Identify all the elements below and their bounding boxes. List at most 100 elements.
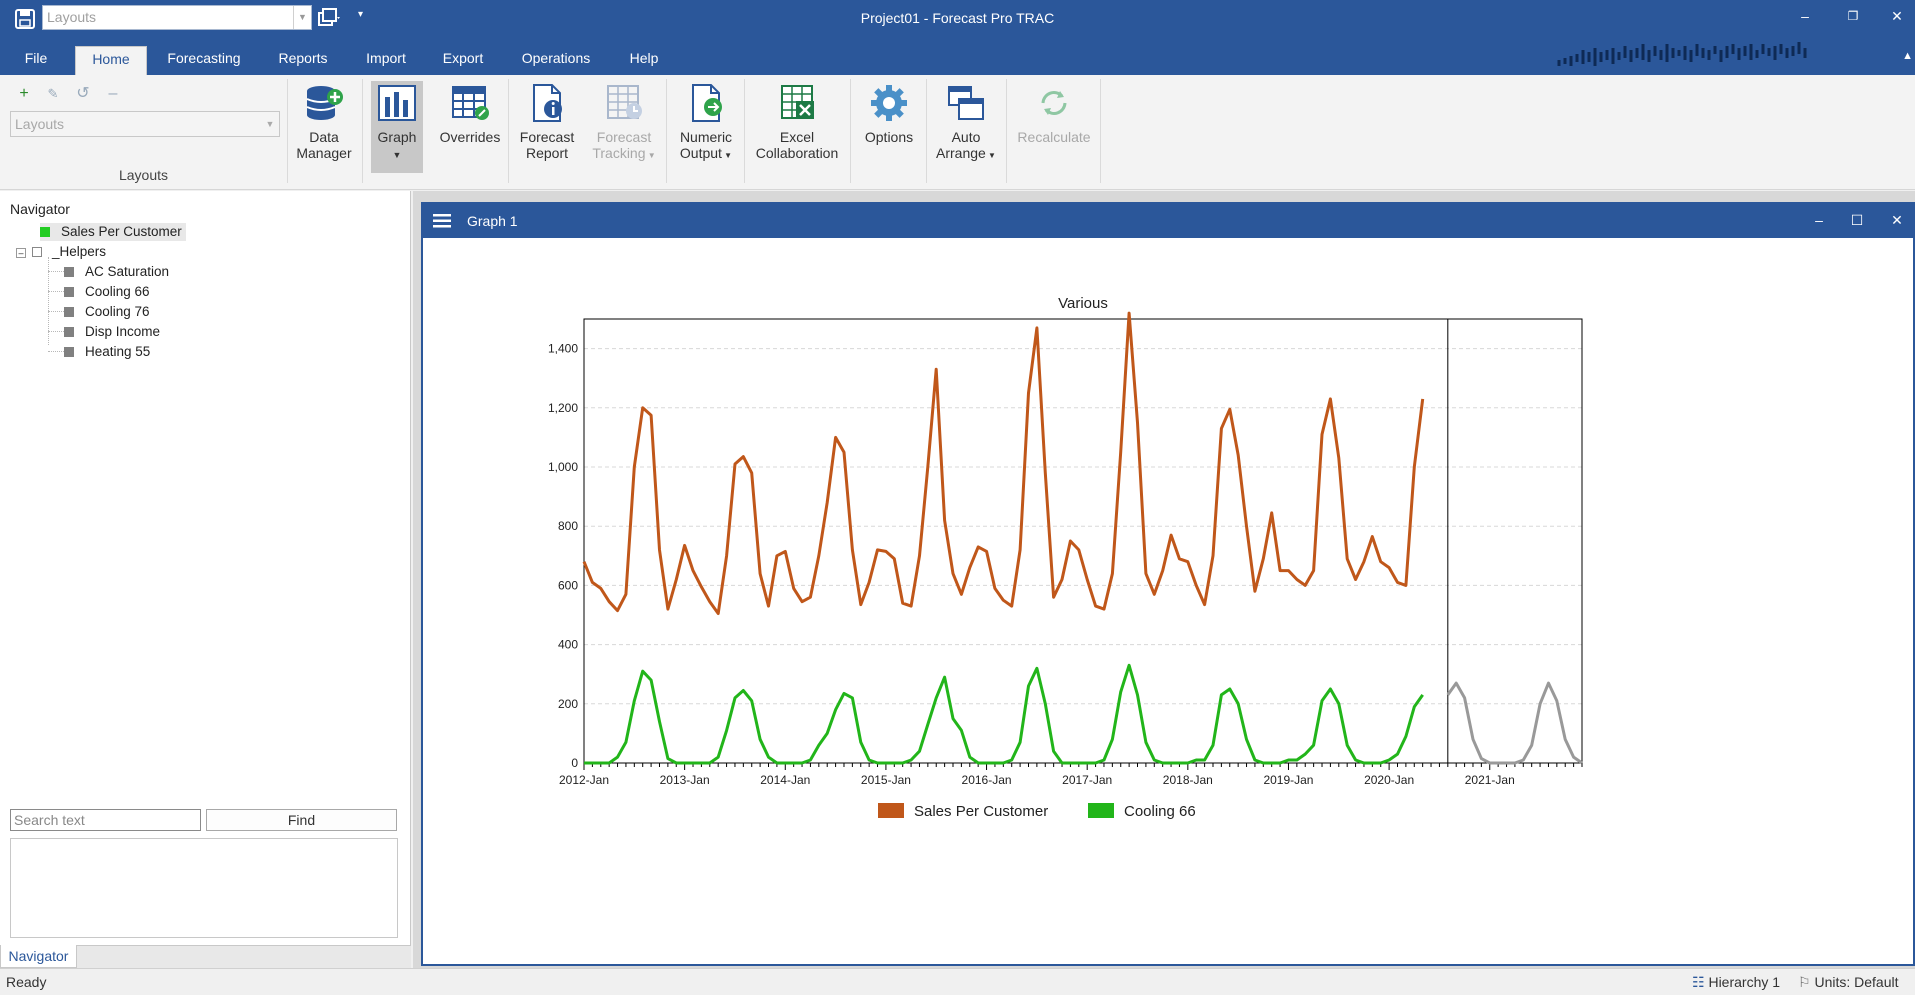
status-bar: Ready ☷ Hierarchy 1 ⚐ Units: Default <box>0 968 1915 995</box>
graph-icon <box>378 85 416 121</box>
tree-item-cooling-66[interactable]: Cooling 66 <box>48 283 150 301</box>
tree-item-disp-income[interactable]: Disp Income <box>48 323 160 341</box>
folder-icon <box>32 247 42 257</box>
x-tick-label: 2017-Jan <box>1062 773 1112 787</box>
tab-forecasting[interactable]: Forecasting <box>167 50 241 66</box>
data-manager-button[interactable]: Data Manager <box>290 81 358 173</box>
tab-export[interactable]: Export <box>442 50 484 66</box>
graph-close-button[interactable]: ✕ <box>1891 212 1903 228</box>
layouts-combo[interactable]: Layouts ▼ <box>10 111 280 137</box>
series-icon <box>64 287 74 297</box>
tab-operations[interactable]: Operations <box>521 50 591 66</box>
restore-button[interactable]: ❐ <box>1847 9 1859 23</box>
gear-icon <box>871 85 907 121</box>
close-button[interactable]: ✕ <box>1891 8 1903 24</box>
overrides-button[interactable]: Overrides <box>436 81 504 173</box>
x-axis: 2012-Jan 2013-Jan 2014-Jan 2015-Jan 2016-Jan… <box>559 763 1583 787</box>
recalculate-button[interactable]: Recalculate <box>1012 81 1096 173</box>
layouts-quick-combo[interactable]: Layouts ▼ <box>42 5 312 30</box>
status-ready: Ready <box>6 974 47 990</box>
chevron-down-icon[interactable]: ▼ <box>293 6 311 29</box>
options-label: Options <box>864 129 914 145</box>
hierarchy-label: Hierarchy 1 <box>1708 974 1781 990</box>
graph-window-titlebar[interactable]: Graph 1 – ☐ ✕ <box>423 204 1913 238</box>
graph-label: Graph <box>377 129 417 145</box>
tree-item-sales-per-customer[interactable]: Sales Per Customer <box>40 223 186 241</box>
group-separator <box>744 79 745 183</box>
hierarchy-status[interactable]: ☷ Hierarchy 1 <box>1692 969 1780 995</box>
add-icon[interactable]: + <box>19 85 29 102</box>
tab-help[interactable]: Help <box>629 50 659 66</box>
hierarchy-icon: ☷ <box>1692 974 1709 990</box>
overrides-label: Overrides <box>439 129 501 145</box>
collapse-ribbon-icon[interactable]: ▲ <box>1902 50 1913 62</box>
series-line-2 <box>1446 681 1583 765</box>
series-color-swatch <box>40 227 50 237</box>
forecast-report-button[interactable]: Forecast Report <box>514 81 580 173</box>
graph-button[interactable]: Graph ▼ <box>371 81 423 173</box>
tab-navigator[interactable]: Navigator <box>0 945 77 968</box>
tree-item-label: Sales Per Customer <box>61 224 182 239</box>
customize-quick-access-icon[interactable]: ▾ <box>358 9 364 20</box>
forecast-tracking-label-1: Forecast <box>596 129 652 145</box>
chevron-down-icon: ▼ <box>985 151 996 160</box>
tree-item-label: Heating 55 <box>85 344 151 359</box>
y-tick-label: 1,200 <box>548 401 578 415</box>
edit-pencil-icon[interactable]: ✎ <box>47 86 59 101</box>
y-tick-label: 0 <box>571 756 578 770</box>
chevron-down-icon: ▼ <box>645 151 656 160</box>
chevron-down-icon[interactable]: ▼ <box>265 119 275 129</box>
find-button[interactable]: Find <box>206 809 397 831</box>
numeric-output-label-2: Output <box>679 145 722 161</box>
graph-maximize-button[interactable]: ☐ <box>1850 212 1864 228</box>
y-tick-label: 600 <box>558 578 578 592</box>
save-icon[interactable] <box>14 8 36 30</box>
tab-file[interactable]: File <box>24 50 48 66</box>
tab-home[interactable]: Home <box>75 46 147 75</box>
x-tick-label: 2015-Jan <box>861 773 911 787</box>
x-tick-label: 2013-Jan <box>660 773 710 787</box>
undo-icon[interactable]: ↺ <box>76 85 90 102</box>
search-input[interactable]: Search text <box>10 809 201 831</box>
legend-swatch <box>1088 803 1114 818</box>
forecast-report-label-1: Forecast <box>519 129 575 145</box>
auto-arrange-button[interactable]: Auto Arrange ▼ <box>932 81 1000 173</box>
graph-minimize-button[interactable]: – <box>1815 212 1823 228</box>
minimize-button[interactable]: – <box>1801 8 1809 24</box>
tree-item-label: Cooling 76 <box>85 304 150 319</box>
tree-item-helpers[interactable]: – _Helpers <box>16 243 106 261</box>
window-layout-icon[interactable] <box>318 8 340 28</box>
tree-item-label: Cooling 66 <box>85 284 150 299</box>
y-tick-label: 200 <box>558 697 578 711</box>
y-tick-label: 800 <box>558 519 578 533</box>
x-tick-label: 2014-Jan <box>760 773 810 787</box>
excel-collaboration-button[interactable]: Excel Collaboration <box>748 81 846 173</box>
group-separator <box>850 79 851 183</box>
group-separator <box>508 79 509 183</box>
group-separator <box>362 79 363 183</box>
tab-import[interactable]: Import <box>366 50 406 66</box>
forecast-tracking-button[interactable]: Forecast Tracking ▼ <box>586 81 662 173</box>
series-icon <box>64 347 74 357</box>
graph-window: Graph 1 – ☐ ✕ 0 200 400 600 800 1,000 1,200 1,4… <box>421 202 1915 966</box>
y-axis: 0 200 400 600 800 1,000 1,200 1,400 <box>548 342 578 770</box>
graph-window-title: Graph 1 <box>467 213 518 229</box>
mdi-workspace: Graph 1 – ☐ ✕ 0 200 400 600 800 1,000 1,200 1,4… <box>413 191 1915 968</box>
arrange-icon <box>948 86 984 120</box>
notes-pane[interactable] <box>10 838 398 938</box>
tree-item-ac-saturation[interactable]: AC Saturation <box>48 263 169 281</box>
group-separator <box>287 79 288 183</box>
options-button[interactable]: Options <box>856 81 922 173</box>
tab-reports[interactable]: Reports <box>278 50 328 66</box>
hamburger-menu-icon[interactable] <box>433 213 451 229</box>
ribbon: + ✎ ↺ – Layouts ▼ Layouts Data Manager G… <box>0 75 1915 190</box>
tree-item-cooling-76[interactable]: Cooling 76 <box>48 303 150 321</box>
tree-item-heating-55[interactable]: Heating 55 <box>48 343 150 361</box>
units-status[interactable]: ⚐ Units: Default <box>1798 969 1899 995</box>
collapse-icon[interactable]: – <box>16 248 26 258</box>
numeric-output-button[interactable]: Numeric Output ▼ <box>672 81 740 173</box>
tree-item-label: Disp Income <box>85 324 161 339</box>
layouts-group-label: Layouts <box>118 167 169 183</box>
remove-icon[interactable]: – <box>108 85 118 102</box>
